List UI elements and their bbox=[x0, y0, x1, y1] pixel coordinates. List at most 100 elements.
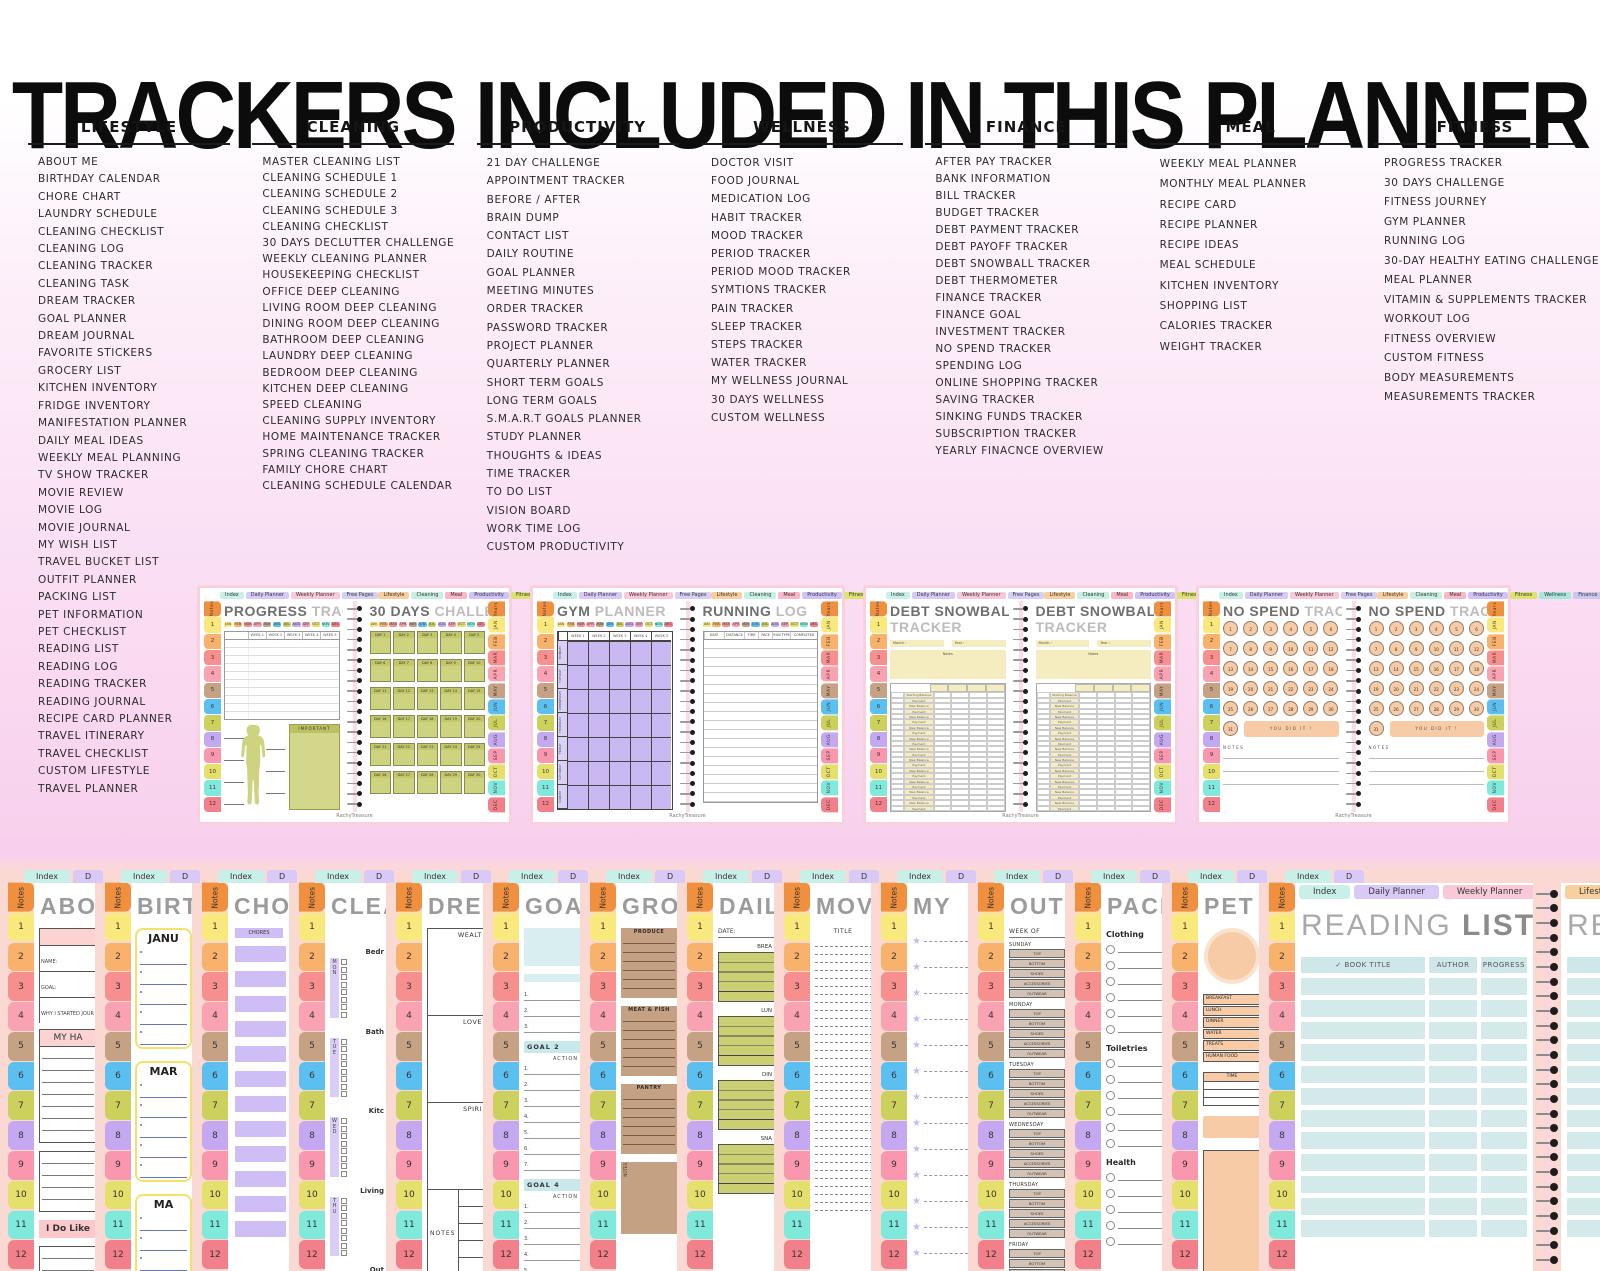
side-tab: 8 bbox=[8, 1121, 34, 1150]
entry-line bbox=[815, 955, 871, 963]
tracker-item: DEBT PAYOFF TRACKER bbox=[935, 241, 1069, 253]
year-field: Year : bbox=[1097, 640, 1151, 647]
entry-line bbox=[1118, 1222, 1162, 1229]
day-circle: 21 bbox=[1408, 681, 1424, 696]
row-label: New Balance bbox=[1049, 778, 1080, 785]
entry-line bbox=[815, 947, 871, 955]
side-tab: 9 bbox=[1203, 747, 1220, 764]
thumb-title: DAILY M bbox=[719, 893, 774, 919]
thumb-title: PACK bbox=[1107, 893, 1162, 919]
coil bbox=[347, 617, 362, 622]
side-tab: Notes bbox=[881, 883, 907, 912]
day-label: DAY 21 bbox=[370, 744, 390, 750]
wish-row: ★ bbox=[912, 1058, 968, 1084]
log-row bbox=[703, 649, 817, 658]
day-circle: 3 bbox=[1408, 621, 1424, 636]
star-icon: ★ bbox=[912, 961, 921, 973]
side-tab: Notes bbox=[687, 883, 713, 912]
outfit-slot: TOP bbox=[1009, 1009, 1065, 1018]
book-row bbox=[1567, 1022, 1600, 1039]
progress-header: PROGRESS bbox=[1480, 957, 1527, 973]
log-row bbox=[703, 712, 817, 721]
day-circle: 5 bbox=[1448, 621, 1464, 636]
important-label: IMPORTANT bbox=[290, 725, 339, 733]
coil bbox=[1536, 978, 1558, 986]
gym-cell bbox=[567, 761, 588, 785]
column-header: TIME bbox=[744, 632, 758, 639]
notes-section: NOTES bbox=[428, 1190, 483, 1271]
day-circle: 28 bbox=[1283, 701, 1299, 716]
entry-line bbox=[1118, 946, 1162, 953]
checkbox bbox=[1106, 993, 1115, 1002]
side-tab: 12 bbox=[590, 1240, 616, 1269]
page-subtitle: LOG bbox=[771, 603, 808, 619]
challenge-grid: DAY 1 DAY 2 DAY 3 DAY 4 DAY 5 DAY 6 DAY 7 DAY 8… bbox=[369, 631, 485, 794]
planner-spread-previews: Index Daily Planner Weekly Planner Free Pag… bbox=[197, 585, 1600, 825]
side-tab: 10 bbox=[493, 1180, 519, 1210]
side-tab: 11 bbox=[870, 780, 887, 796]
category-column: LIFESTYLE ABOUT ME BIRTHDAY CALENDAR CHORE … bbox=[28, 118, 230, 798]
side-tab-strip: Notes 1 2 3 4 5 6 7 8 9 10 11 12 bbox=[1203, 601, 1220, 813]
tracker-item: SHOPPING LIST bbox=[1159, 300, 1248, 313]
row-label: Starting Balance bbox=[904, 692, 934, 698]
side-tab: 8 bbox=[1172, 1121, 1198, 1150]
coil bbox=[347, 730, 362, 735]
side-tab: 7 bbox=[204, 715, 221, 731]
tracker-item: PACKING LIST bbox=[38, 591, 117, 604]
day-cell: DAY 20 bbox=[463, 715, 485, 738]
numbered-line: 2. bbox=[524, 1220, 580, 1229]
category-column: WELLNESS DOCTOR VISIT FOOD JOURNAL MEDICATI… bbox=[700, 118, 903, 798]
gym-cell bbox=[629, 713, 651, 737]
tracker-item: BRAIN DUMP bbox=[486, 211, 560, 224]
book-row bbox=[1301, 1132, 1527, 1149]
side-tab: 7 bbox=[870, 715, 887, 731]
side-tab: 7 bbox=[8, 1091, 34, 1121]
side-tab-strip: Notes 1 2 3 4 5 6 7 8 9 10 11 12 bbox=[881, 883, 907, 1271]
side-tab: Notes bbox=[202, 883, 228, 912]
thumb-title: CHORE bbox=[234, 893, 289, 919]
checkbox bbox=[341, 1046, 347, 1052]
row-label: Payment bbox=[904, 784, 934, 790]
brand-text: RachyTreasure bbox=[336, 813, 373, 819]
tracker-item: CLEANING CHECKLIST bbox=[262, 220, 389, 233]
tracker-item: LAUNDRY SCHEDULE bbox=[38, 208, 158, 221]
coil bbox=[1536, 963, 1558, 971]
coil bbox=[1536, 1110, 1558, 1118]
row-label: Payment bbox=[904, 708, 934, 714]
coil bbox=[1536, 1080, 1558, 1088]
side-tab: JAN bbox=[488, 617, 505, 633]
side-tab: 12 bbox=[1203, 796, 1220, 813]
thumb-page: PACK Clothing Toiletries Health bbox=[1101, 883, 1162, 1271]
side-tab: 2 bbox=[396, 942, 422, 972]
side-tab: Notes bbox=[1075, 883, 1101, 912]
tracker-item: SHORT TERM GOALS bbox=[486, 376, 605, 389]
wish-row: ★ bbox=[912, 1110, 968, 1136]
book-row bbox=[1301, 1220, 1527, 1237]
thumb-nav: Index D bbox=[1285, 870, 1365, 883]
side-tab: 3 bbox=[8, 972, 34, 1001]
day-circle: 31 bbox=[1368, 721, 1384, 736]
checkbox bbox=[341, 1235, 347, 1241]
day-circle: 14 bbox=[1388, 661, 1404, 676]
nav-tab: Weekly Planner bbox=[1442, 885, 1533, 899]
side-tab: 9 bbox=[1075, 1151, 1101, 1180]
day-circle: 31 bbox=[1223, 721, 1238, 736]
meal-box bbox=[718, 1016, 774, 1066]
debt-row: New Balance bbox=[1036, 757, 1151, 763]
list-line bbox=[623, 961, 675, 962]
side-tab: 2 bbox=[8, 942, 34, 972]
side-tab: JUL bbox=[1487, 715, 1504, 731]
debt-row: Payment bbox=[891, 784, 1005, 790]
side-tab: 3 bbox=[870, 649, 887, 666]
row-label: New Balance bbox=[904, 724, 934, 731]
tracker-item: DREAM TRACKER bbox=[38, 295, 136, 308]
nav-tab: D bbox=[73, 870, 104, 883]
page-title: READING bbox=[1301, 909, 1463, 942]
goal-strip bbox=[524, 974, 580, 982]
measure-line bbox=[265, 793, 286, 794]
tracker-item: WORKOUT LOG bbox=[1383, 313, 1471, 325]
chore-bar bbox=[235, 1171, 286, 1187]
nav-tab: Index bbox=[553, 592, 577, 599]
coil bbox=[680, 668, 695, 673]
